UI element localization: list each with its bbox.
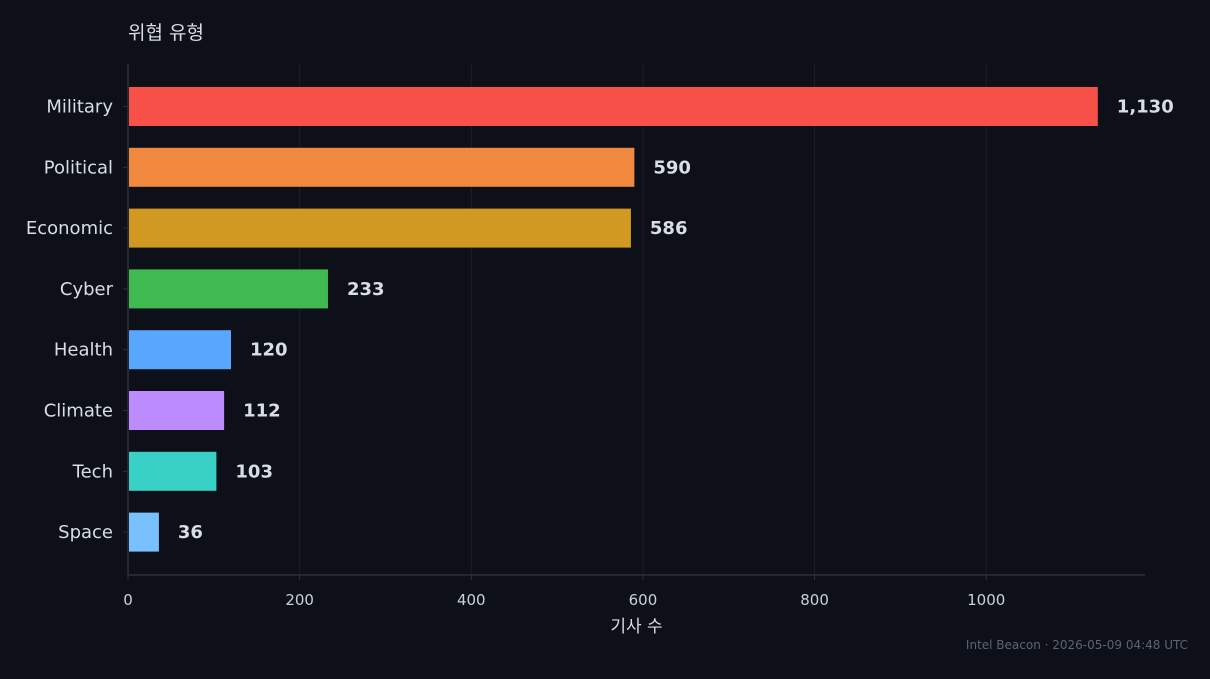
value-label-political: 590	[653, 157, 691, 178]
value-label-climate: 112	[243, 401, 281, 422]
footer-credit: Intel Beacon · 2026-05-09 04:48 UTC	[965, 638, 1188, 652]
category-label-health: Health	[54, 340, 113, 361]
bar-political	[129, 147, 635, 187]
value-label-space: 36	[178, 522, 203, 543]
category-label-cyber: Cyber	[60, 279, 114, 300]
x-tick-label-200: 200	[285, 591, 314, 609]
value-label-cyber: 233	[347, 279, 385, 300]
chart-title: 위협 유형	[128, 22, 204, 44]
x-axis-label: 기사 수	[610, 617, 662, 637]
bar-health	[129, 330, 231, 370]
category-label-tech: Tech	[72, 461, 113, 482]
category-label-space: Space	[58, 522, 113, 543]
x-tick-label-1000: 1000	[967, 591, 1005, 609]
bar-military	[129, 87, 1098, 126]
category-label-military: Military	[46, 97, 113, 118]
bar-economic	[129, 208, 631, 248]
value-label-economic: 586	[650, 218, 688, 239]
x-tick-label-600: 600	[629, 591, 658, 609]
x-tick-label-400: 400	[457, 591, 486, 609]
bar-tech	[129, 451, 217, 491]
bar-space	[129, 512, 159, 552]
value-label-health: 120	[250, 340, 288, 361]
category-label-economic: Economic	[26, 218, 113, 239]
bar-climate	[129, 391, 225, 430]
value-label-military: 1,130	[1117, 97, 1174, 118]
bar-cyber	[129, 269, 328, 309]
category-label-political: Political	[44, 157, 113, 178]
value-label-tech: 103	[235, 461, 273, 482]
category-label-climate: Climate	[44, 401, 113, 422]
x-tick-label-0: 0	[123, 591, 133, 609]
x-tick-label-800: 800	[800, 591, 829, 609]
